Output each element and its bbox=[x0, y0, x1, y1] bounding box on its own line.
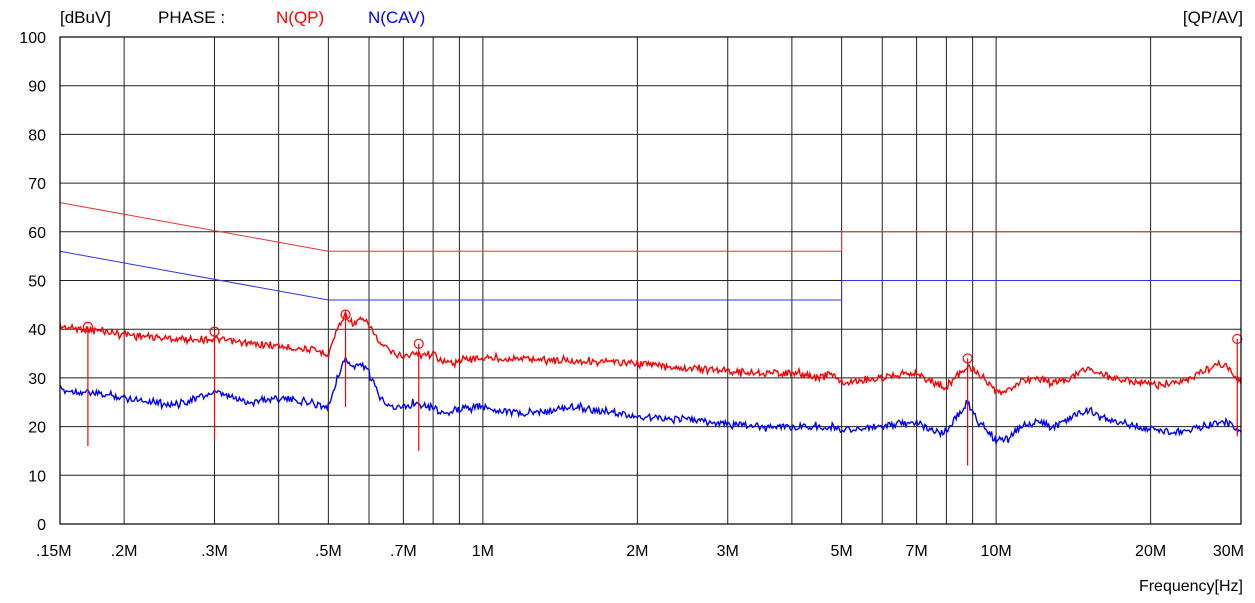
legend-qp: N(QP) bbox=[276, 8, 325, 27]
x-tick-label: .5M bbox=[315, 543, 342, 560]
limit-line bbox=[59, 202, 1241, 252]
y-tick-label: 30 bbox=[28, 371, 46, 388]
unit-label: [dBuV] bbox=[60, 8, 112, 27]
legend-cav: N(CAV) bbox=[368, 8, 426, 27]
phase-label: PHASE : bbox=[158, 8, 226, 27]
y-tick-label: 70 bbox=[28, 176, 46, 193]
y-tick-label: 10 bbox=[28, 468, 46, 485]
y-tick-label: 90 bbox=[28, 79, 46, 96]
peak-marker-circle bbox=[209, 326, 220, 337]
peak-markers bbox=[82, 309, 1243, 466]
x-tick-label: .7M bbox=[390, 543, 417, 560]
peak-marker-circle bbox=[962, 353, 973, 364]
series-line-cav bbox=[59, 354, 1242, 447]
y-tick-labels: 0 10 20 30 40 50 60 70 80 90 100 bbox=[19, 30, 46, 534]
y-tick-label: 100 bbox=[19, 30, 46, 47]
y-tick-label: 50 bbox=[28, 274, 46, 291]
x-tick-label: 20M bbox=[1135, 543, 1166, 560]
y-tick-label: 0 bbox=[37, 517, 46, 534]
y-tick-label: 60 bbox=[28, 225, 46, 242]
x-tick-label: 2M bbox=[626, 543, 648, 560]
y-tick-label: 40 bbox=[28, 322, 46, 339]
peak-marker-circle bbox=[1232, 333, 1243, 345]
x-tick-label: 10M bbox=[981, 543, 1012, 560]
plot-frame bbox=[59, 36, 1242, 525]
x-tick-label: .3M bbox=[201, 543, 228, 560]
series bbox=[59, 310, 1242, 447]
x-tick-labels: .15M .2M .3M .5M .7M 1M 2M 3M 5M 7M 10M 20M 30M bbox=[36, 543, 1244, 560]
peak-marker-circle bbox=[413, 338, 424, 349]
x-tick-label: .15M bbox=[36, 543, 72, 560]
x-tick-label: 3M bbox=[717, 543, 739, 560]
x-tick-label: 5M bbox=[830, 543, 852, 560]
y-tick-label: 20 bbox=[28, 420, 46, 437]
x-axis-label: Frequency[Hz] bbox=[1139, 578, 1243, 595]
series-line-qp bbox=[59, 310, 1242, 397]
peak-marker-circle bbox=[82, 321, 93, 332]
peak-marker-circle bbox=[340, 309, 351, 320]
x-tick-label: 1M bbox=[472, 543, 494, 560]
x-tick-label: .2M bbox=[111, 543, 138, 560]
limit-line bbox=[59, 250, 1241, 301]
x-tick-label: 7M bbox=[905, 543, 927, 560]
mode-label: [QP/AV] bbox=[1182, 8, 1243, 27]
y-tick-label: 80 bbox=[28, 127, 46, 144]
x-tick-label: 30M bbox=[1213, 543, 1244, 560]
limit-lines bbox=[59, 202, 1241, 301]
